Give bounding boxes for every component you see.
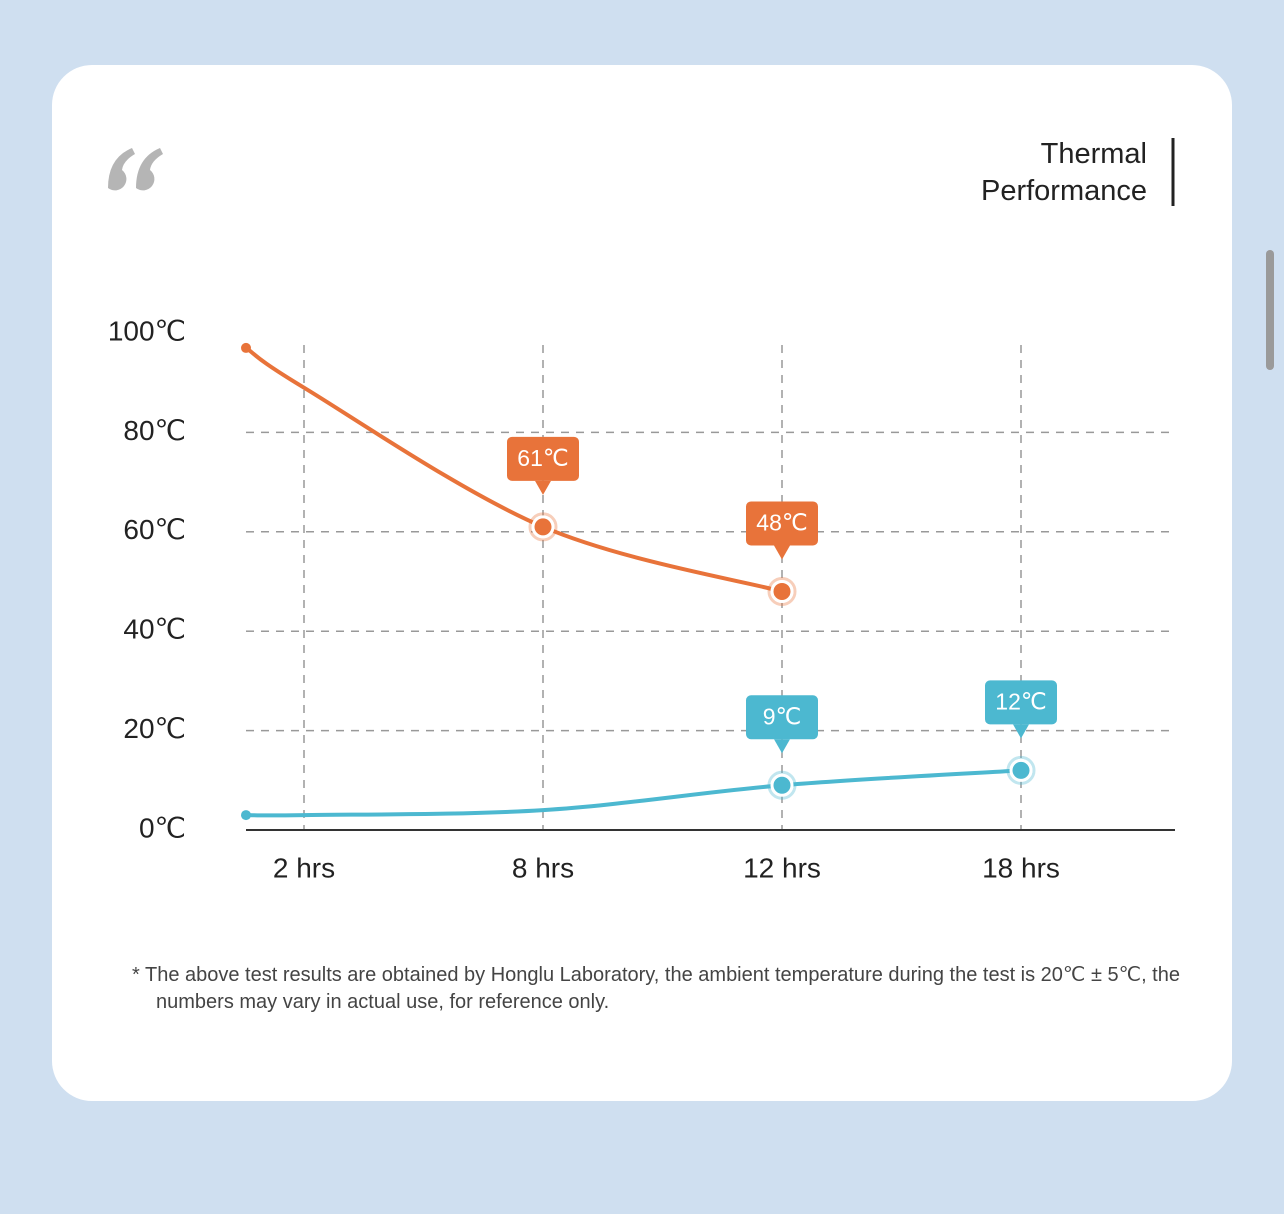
marker [1009, 758, 1033, 782]
value-label: 48℃ [756, 510, 807, 536]
marker-halo [767, 576, 797, 606]
y-tick-label: 20℃ [123, 713, 186, 744]
value-label-pointer [535, 480, 551, 495]
marker [770, 579, 794, 603]
y-tick-label: 40℃ [123, 614, 186, 645]
value-label-pointer [774, 739, 790, 754]
marker-halo [528, 512, 558, 542]
x-tick-label: 18 hrs [982, 852, 1060, 883]
y-tick-label: 80℃ [123, 415, 186, 446]
line [244, 345, 784, 594]
value-label-pointer [774, 545, 790, 560]
x-tick-label: 2 hrs [273, 852, 335, 883]
quote-icon [108, 148, 163, 191]
marker [531, 515, 555, 539]
start-dot [241, 342, 251, 353]
y-tick-label: 0℃ [139, 812, 186, 843]
scrollbar[interactable] [1266, 250, 1274, 370]
footnote: * The above test results are obtained by… [132, 964, 1180, 1013]
line [244, 768, 1023, 818]
chart-title: Thermal Performance [980, 138, 1147, 207]
marker [770, 773, 794, 797]
x-tick-label: 12 hrs [743, 852, 821, 883]
value-label-box [985, 680, 1057, 725]
value-label-box [746, 501, 818, 546]
marker-halo [1006, 755, 1036, 785]
x-tick-label: 8 hrs [512, 852, 574, 883]
y-tick-label: 100℃ [108, 315, 186, 346]
value-label-box [746, 695, 818, 740]
value-label-box [507, 436, 579, 481]
plot: 0℃ 20℃ 40℃ 60℃ 80℃ 100℃ 2 hrs 8 hrs 12 hrs 18 hrs… [108, 315, 1175, 883]
start-dot [241, 810, 251, 821]
card [52, 65, 1232, 1101]
y-tick-label: 60℃ [123, 514, 186, 545]
value-label: 61℃ [517, 445, 568, 471]
value-label: 12℃ [995, 688, 1046, 714]
value-label-pointer [1013, 724, 1029, 739]
marker-halo [767, 770, 797, 800]
value-label: 9℃ [763, 703, 802, 729]
